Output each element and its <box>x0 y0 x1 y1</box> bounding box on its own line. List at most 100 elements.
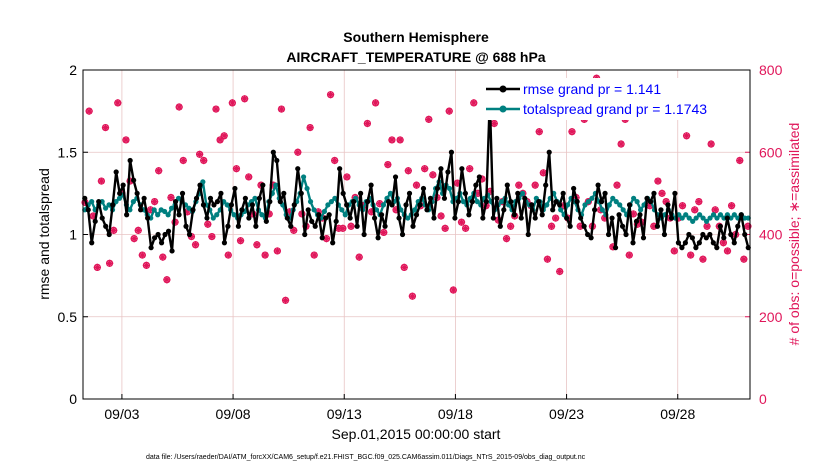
rmse-point <box>256 195 262 201</box>
obs-assimilated-point <box>478 175 486 183</box>
obs-assimilated-point <box>376 200 384 208</box>
obs-assimilated-point <box>105 259 114 267</box>
asterisk-marker <box>93 263 101 271</box>
asterisk-marker <box>658 189 666 197</box>
asterisk-marker <box>421 165 429 173</box>
rmse-point <box>113 169 119 175</box>
asterisk-marker <box>122 136 130 144</box>
spread-point <box>613 199 619 205</box>
obs-assimilated-point <box>134 226 142 234</box>
rmse-point <box>169 248 175 254</box>
spread-point <box>519 190 526 196</box>
obs-assimilated-point <box>212 105 220 113</box>
obs-assimilated-point <box>167 193 175 202</box>
spread-point <box>307 199 314 205</box>
obs-assimilated-point <box>462 224 470 232</box>
rmse-point <box>371 215 378 221</box>
rmse-point <box>99 215 105 221</box>
asterisk-marker <box>429 171 437 179</box>
rmse-point <box>735 223 741 229</box>
asterisk-marker <box>134 226 142 234</box>
obs-assimilated-point <box>159 253 167 261</box>
obs-assimilated-point <box>678 202 687 210</box>
obs-assimilated-point <box>535 128 543 136</box>
asterisk-marker <box>363 119 371 128</box>
asterisk-marker <box>310 251 318 259</box>
spread-point <box>116 195 123 201</box>
asterisk-marker <box>331 156 339 165</box>
asterisk-marker <box>204 220 212 228</box>
rmse-point <box>354 223 360 229</box>
rmse-point <box>186 231 193 238</box>
asterisk-marker <box>662 198 670 206</box>
asterisk-marker <box>347 222 355 230</box>
obs-assimilated-point <box>273 247 281 255</box>
rmse-point <box>316 212 322 218</box>
rmse-point <box>553 199 559 205</box>
obs-assimilated-point <box>744 222 752 230</box>
rmse-point <box>497 223 503 229</box>
spread-point <box>679 215 685 221</box>
asterisk-marker <box>646 202 654 210</box>
spread-point <box>703 218 710 224</box>
obs-assimilated-point <box>425 115 433 123</box>
rmse-point <box>382 223 388 229</box>
obs-assimilated-point <box>474 189 482 197</box>
obs-assimilated-point <box>85 107 93 115</box>
rmse-point <box>640 235 647 241</box>
asterisk-marker <box>326 91 335 99</box>
rmse-point <box>717 223 723 229</box>
rmse-point <box>351 199 357 205</box>
spread-point <box>259 212 265 218</box>
obs-assimilated-point <box>228 99 236 107</box>
rmse-point <box>612 245 619 251</box>
legend-rmse-label: rmse grand pr = 1.141 <box>523 81 661 97</box>
obs-assimilated-point <box>130 235 138 243</box>
y-tick-label-right: 200 <box>759 309 783 325</box>
rmse-point <box>571 185 577 192</box>
obs-assimilated-point <box>253 241 261 249</box>
asterisk-marker <box>159 253 167 261</box>
obs-assimilated-point <box>367 208 376 216</box>
asterisk-marker <box>744 222 752 230</box>
obs-assimilated-point <box>155 167 163 175</box>
obs-assimilated-point <box>552 214 560 222</box>
spread-point <box>311 207 317 213</box>
rmse-point <box>567 223 573 229</box>
asterisk-marker <box>245 173 253 181</box>
y-tick-label-right: 400 <box>759 227 783 243</box>
spread-point <box>165 212 171 218</box>
asterisk-marker <box>703 222 711 230</box>
asterisk-marker <box>478 175 486 183</box>
spread-point <box>717 212 724 218</box>
spread-point <box>332 195 338 201</box>
obs-assimilated-point <box>515 181 523 189</box>
spread-point <box>544 202 550 208</box>
rmse-point <box>127 157 133 164</box>
chart-title: Southern Hemisphere <box>343 29 489 45</box>
rmse-point <box>588 235 594 241</box>
spread-point <box>634 199 640 205</box>
rmse-point <box>403 202 409 208</box>
asterisk-marker <box>625 251 633 259</box>
rmse-point <box>340 190 346 196</box>
asterisk-marker <box>253 241 261 249</box>
obs-assimilated-point <box>122 136 130 144</box>
rmse-point <box>424 207 430 213</box>
obs-assimilated-point <box>699 255 707 263</box>
asterisk-marker <box>179 156 187 165</box>
rmse-point <box>413 212 420 218</box>
spread-point <box>186 205 192 211</box>
rmse-point <box>539 212 545 218</box>
rmse-point <box>494 195 500 201</box>
y-axis-label-right: # of obs: o=possible; ∗=assimilated <box>786 123 802 346</box>
obs-assimilated-point <box>355 253 363 261</box>
asterisk-marker <box>543 255 552 263</box>
rmse-point <box>550 207 556 213</box>
spread-point <box>210 215 216 221</box>
rmse-point <box>211 202 217 208</box>
rmse-point <box>619 223 626 229</box>
y-tick-label-right: 800 <box>759 62 783 78</box>
asterisk-marker <box>490 119 498 128</box>
asterisk-marker <box>457 218 466 226</box>
